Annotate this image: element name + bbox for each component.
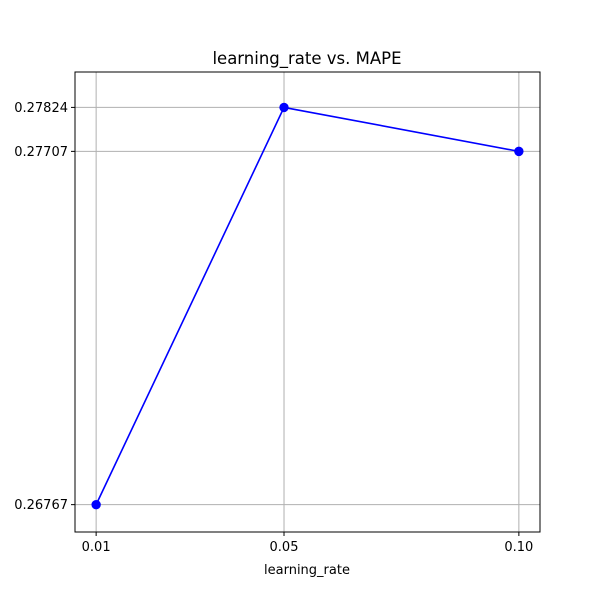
data-point <box>514 146 524 157</box>
series-layer <box>91 102 524 510</box>
x-tick-label: 0.01 <box>82 540 111 555</box>
series-line <box>95 106 520 505</box>
x-tick-label: 0.10 <box>504 540 533 555</box>
x-axis-ticks: 0.01 0.05 0.10 <box>82 532 533 555</box>
y-tick-label: 0.27824 <box>14 101 68 116</box>
data-point <box>279 102 289 113</box>
chart-title: learning_rate vs. MAPE <box>212 49 401 69</box>
y-tick-label: 0.26767 <box>14 498 68 513</box>
grid <box>75 72 540 532</box>
plot-frame <box>74 71 541 533</box>
y-tick-label: 0.27707 <box>14 145 68 160</box>
data-point <box>91 499 101 510</box>
x-tick-label: 0.05 <box>270 540 299 555</box>
y-axis-ticks: 0.26767 0.27707 0.27824 <box>14 101 75 513</box>
x-axis-label: learning_rate <box>264 563 350 578</box>
